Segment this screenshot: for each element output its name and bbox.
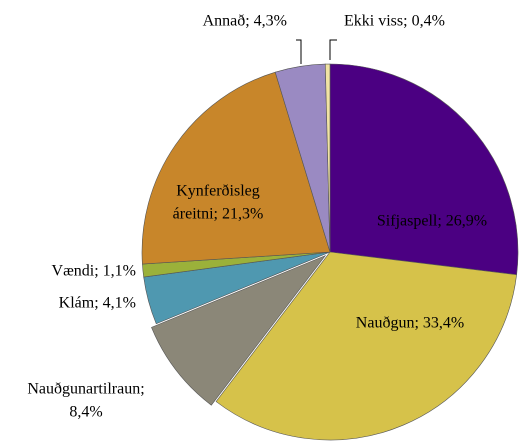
pie-slice	[151, 254, 327, 406]
leader-line	[296, 39, 302, 64]
leader-line	[329, 39, 337, 60]
data-label: Kynferðisleg	[176, 183, 260, 200]
pie-slice	[329, 63, 519, 276]
pie-slice	[141, 71, 331, 265]
data-label: Ekki viss; 0,4%	[344, 13, 445, 30]
pie-slice	[324, 63, 331, 253]
data-label: Sifjaspell; 26,9%	[377, 213, 487, 230]
data-label: Annað; 4,3%	[203, 13, 287, 30]
data-label: 8,4%	[69, 404, 102, 421]
data-label: Nauðgun; 33,4%	[356, 315, 464, 332]
data-label: Nauðgunartilraun;	[27, 381, 144, 398]
pie-slice	[215, 251, 517, 441]
data-label: áreitni; 21,3%	[173, 206, 264, 223]
data-label: Klám; 4,1%	[59, 295, 136, 312]
data-label: Vændi; 1,1%	[52, 263, 136, 280]
